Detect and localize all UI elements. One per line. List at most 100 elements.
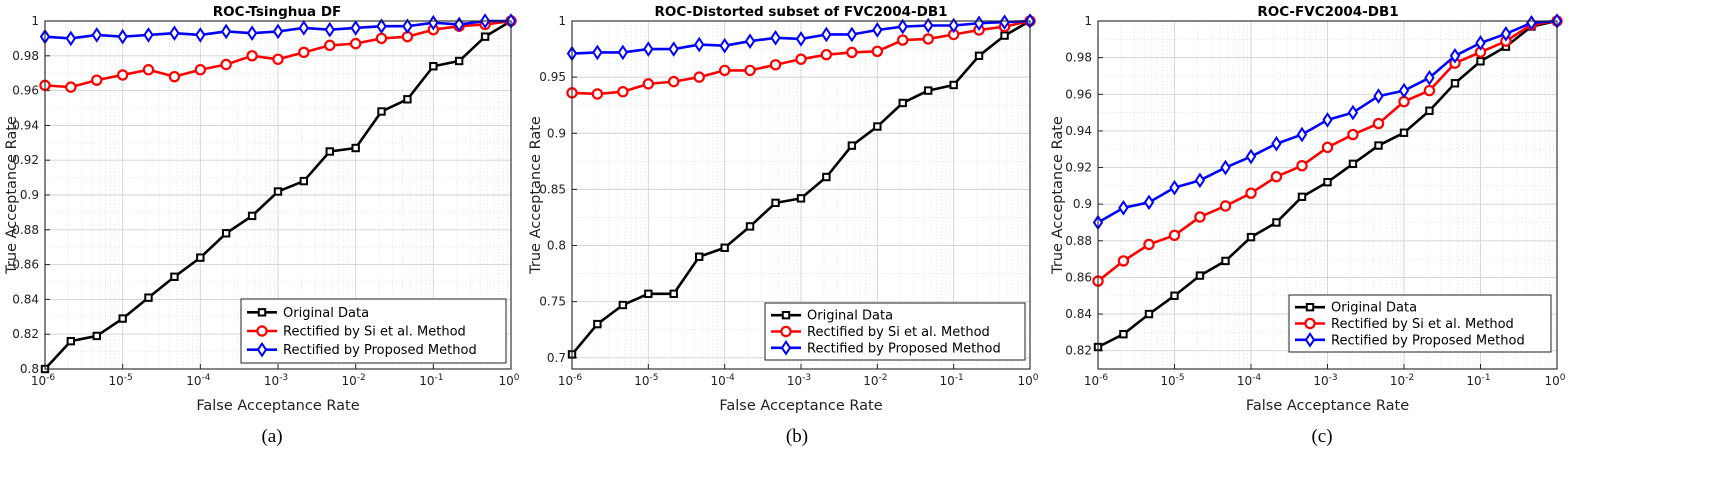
x-tick-label: 10-2: [863, 373, 887, 388]
axes-frame: [571, 20, 1031, 370]
data-point: [1297, 192, 1307, 202]
data-point: [1450, 79, 1460, 88]
data-point: [246, 25, 258, 41]
data-point: [272, 23, 284, 40]
subfigure-caption: (a): [261, 426, 282, 447]
data-point: [429, 62, 438, 71]
legend-label: Rectified by Proposed Method: [1331, 333, 1525, 348]
y-tick-label: 0.95: [539, 70, 566, 84]
chart-title: ROC-FVC2004-DB1: [1257, 4, 1398, 20]
data-point: [1194, 211, 1206, 223]
data-point: [143, 27, 154, 43]
data-point: [196, 253, 205, 262]
chart-2: 0.7 0.75 0.8 0.85 0.9 0.95 1 10-6 10-5 10-4 10-3 10…: [528, 4, 1039, 447]
data-point: [273, 187, 283, 196]
data-point: [974, 51, 984, 60]
data-point: [1323, 177, 1332, 187]
data-point: [1321, 141, 1334, 154]
data-point: [272, 53, 284, 65]
data-point: [718, 64, 731, 77]
x-tick-label: 100: [498, 373, 519, 388]
x-tick-label: 100: [1544, 373, 1565, 388]
x-axis-label: False Acceptance Rate: [719, 398, 882, 414]
y-tick-label: 0.82: [12, 327, 39, 341]
data-point: [454, 56, 464, 66]
data-point: [796, 194, 806, 203]
y-tick-label: 0.9: [1073, 197, 1092, 211]
y-tick-label: 0.98: [12, 49, 39, 63]
data-point: [769, 59, 782, 71]
y-tick-label: 0.94: [12, 118, 39, 132]
legend-box: [764, 302, 1026, 361]
chart-1: 0.8 0.82 0.84 0.86 0.88 0.9 0.92 0.94 0.96 0.98 1 1…: [4, 4, 520, 447]
data-point: [924, 86, 933, 95]
x-tick-label: 10-3: [264, 373, 288, 388]
y-tick-label: 0.9: [547, 126, 566, 140]
chart-3: 0.82 0.84 0.86 0.88 0.9 0.92 0.94 0.96 0.98 1 10-6…: [1050, 4, 1566, 447]
data-point: [643, 41, 654, 57]
data-point: [1347, 128, 1359, 141]
data-point: [1424, 69, 1435, 86]
data-point: [299, 176, 309, 186]
data-point: [1270, 170, 1283, 183]
data-point: [1347, 104, 1359, 121]
x-tick-label: 10-3: [1313, 373, 1337, 388]
data-point: [324, 39, 336, 52]
data-point: [91, 74, 103, 86]
y-tick-label: 1: [1084, 14, 1092, 28]
data-point: [1296, 159, 1308, 172]
data-point: [999, 14, 1010, 30]
data-point: [1245, 148, 1257, 165]
data-point: [1322, 112, 1333, 128]
y-tick-label: 0.8: [20, 362, 39, 376]
data-point: [194, 64, 207, 76]
x-tick-label: 10-5: [1160, 373, 1184, 388]
data-point: [1423, 84, 1436, 97]
series-original-data: [1093, 16, 1562, 352]
x-tick-label: 10-4: [186, 373, 211, 388]
legend-marker: [256, 341, 268, 358]
data-point: [1143, 194, 1155, 211]
x-tick-label: 10-4: [1237, 373, 1262, 388]
legend-box: [1288, 294, 1552, 353]
data-point: [1449, 47, 1461, 64]
y-tick-label: 0.98: [1065, 51, 1092, 65]
data-point: [948, 17, 959, 34]
data-point: [1398, 82, 1410, 99]
data-point: [846, 26, 858, 43]
data-point: [220, 58, 232, 71]
legend-marker: [780, 325, 792, 338]
legend-marker: [1304, 332, 1316, 348]
data-point: [195, 27, 206, 43]
data-point: [351, 143, 360, 153]
data-point: [65, 30, 77, 47]
x-tick-label: 10-6: [558, 373, 583, 388]
data-point: [795, 31, 807, 47]
y-tick-label: 0.92: [12, 153, 39, 167]
data-point: [1117, 255, 1130, 267]
y-tick-label: 0.84: [1065, 307, 1092, 321]
x-tick-label: 10-1: [1466, 373, 1490, 388]
y-axis-label: True Acceptance Rate: [1050, 116, 1066, 275]
y-tick-label: 0.96: [12, 84, 39, 98]
x-tick-label: 10-4: [711, 373, 736, 388]
data-point: [1399, 128, 1409, 137]
y-tick-label: 0.94: [1065, 124, 1092, 138]
subfigure-caption: (b): [786, 426, 808, 447]
data-point: [92, 331, 101, 341]
data-point: [1168, 229, 1181, 241]
x-tick-label: 10-3: [787, 373, 811, 388]
data-point: [695, 252, 704, 261]
data-point: [350, 20, 361, 36]
x-tick-label: 10-2: [342, 373, 366, 388]
legend-marker: [257, 308, 267, 317]
y-axis-label: True Acceptance Rate: [528, 116, 544, 275]
data-point: [65, 81, 77, 93]
data-point: [644, 289, 653, 298]
data-point: [375, 32, 388, 45]
data-point: [642, 78, 655, 90]
data-point: [91, 27, 102, 43]
data-point: [1372, 117, 1385, 130]
data-point: [745, 222, 755, 231]
legend-marker: [1305, 302, 1315, 312]
